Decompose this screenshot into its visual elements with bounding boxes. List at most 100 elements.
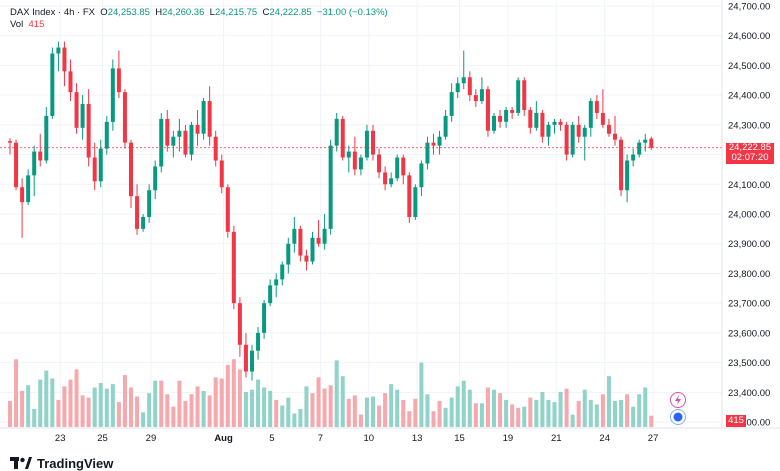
candle-body [20, 187, 25, 203]
volume-bar [371, 396, 375, 427]
volume-bar [558, 392, 563, 427]
price-tick-label: 24,700.00 [728, 1, 770, 12]
volume-bar [461, 380, 466, 427]
candle-body [207, 101, 212, 137]
price-tick-label: 24,100.00 [728, 180, 770, 191]
candle-body [606, 124, 611, 134]
candle-body [274, 279, 279, 286]
candle-body [56, 47, 61, 54]
candle-body [219, 160, 224, 188]
candle-body [346, 151, 351, 158]
candle-body [389, 178, 394, 185]
volume-bar [135, 396, 140, 427]
volume-bar [104, 388, 109, 427]
candle-body [631, 154, 636, 161]
volume-bar [159, 380, 164, 427]
candle-body [534, 112, 539, 128]
candle-body [231, 231, 236, 304]
volume-bar [522, 406, 527, 427]
volume-bar [443, 407, 448, 427]
volume-bar [619, 399, 624, 427]
volume-bar [467, 389, 472, 427]
price-tick-label: 23,900.00 [728, 239, 770, 250]
symbol-label[interactable]: DAX Index · 4h · FX [10, 7, 96, 18]
candle-body [92, 157, 97, 182]
high-value: 24,260.36 [162, 7, 205, 18]
volume-bar [625, 394, 630, 427]
volume-bar [8, 401, 12, 427]
volume-bar [346, 398, 351, 427]
volume-value: 415 [28, 19, 45, 30]
volume-bar [479, 403, 484, 427]
price-tick-label: 23,500.00 [728, 358, 770, 369]
candle-body [44, 115, 49, 161]
volume-bar [189, 394, 194, 427]
volume-bar [141, 412, 146, 427]
time-tick-label: 5 [269, 433, 274, 444]
candle-body [316, 237, 321, 244]
volume-bar [328, 385, 333, 427]
candle-body [498, 115, 503, 122]
time-tick-label: 7 [318, 433, 323, 444]
volume-bar [298, 408, 303, 427]
candle-body [147, 190, 152, 217]
candle-body [26, 175, 31, 203]
brand-logo[interactable]: TradingView [10, 456, 113, 471]
candle-body [619, 139, 624, 191]
candle-body [8, 141, 12, 143]
candle-body [510, 109, 515, 113]
time-axis[interactable]: 23 25 29 Aug 5 7 10 13 15 19 21 24 27 [55, 433, 658, 444]
candle-body [195, 124, 200, 134]
candle-body [504, 109, 509, 122]
volume-bar [98, 382, 103, 427]
candle-body [473, 95, 478, 102]
volume-bar [153, 380, 158, 427]
volume-bar [231, 359, 236, 427]
candle-body [419, 163, 424, 188]
candle-body [153, 166, 158, 191]
price-axis[interactable]: 24,700.00 24,600.00 24,500.00 24,400.00 24,3… [728, 1, 770, 428]
volume-bar [364, 397, 369, 427]
volume-bar [256, 379, 261, 427]
volume-bar [80, 395, 85, 427]
open-label: O [100, 7, 108, 18]
candle-body [243, 344, 248, 372]
candle-body [443, 115, 448, 137]
candle-body [413, 187, 418, 217]
candle-body [189, 124, 194, 155]
volume-bar [631, 406, 636, 427]
lightning-icon[interactable] [670, 392, 686, 408]
volume-bar [316, 377, 321, 427]
candle-body [352, 151, 357, 170]
last-price-badge: 24,222.85 02:07:20 [726, 143, 774, 164]
candle-body [177, 130, 182, 137]
candle-body [522, 80, 527, 110]
blue-dot-icon[interactable] [670, 409, 686, 425]
volume-label: Vol [10, 19, 24, 30]
volume-bar [570, 414, 575, 427]
candle-body [431, 142, 436, 146]
price-tick-label: 24,400.00 [728, 91, 770, 102]
volume-bar [20, 390, 25, 427]
price-tick-label: 24,500.00 [728, 61, 770, 72]
candle-body [637, 142, 642, 155]
volume-bar [56, 399, 61, 427]
candle-body [98, 148, 103, 182]
candle-body [110, 68, 115, 122]
volume-bar [582, 389, 587, 427]
candle-body [74, 92, 79, 128]
time-tick-label: 13 [412, 433, 423, 444]
last-price-value: 24,222.85 [728, 142, 772, 153]
time-tick-label: 25 [97, 433, 108, 444]
volume-bar [552, 402, 557, 427]
close-value: 24,222.85 [269, 7, 312, 18]
candle-body [594, 101, 599, 113]
volume-bar [510, 404, 515, 427]
candle-body [262, 303, 267, 333]
candle-body [528, 109, 533, 128]
price-tick-label: 23,700.00 [728, 299, 770, 310]
volume-bar [92, 387, 97, 427]
price-tick-label: 24,000.00 [728, 210, 770, 221]
volume-bar [62, 386, 67, 427]
